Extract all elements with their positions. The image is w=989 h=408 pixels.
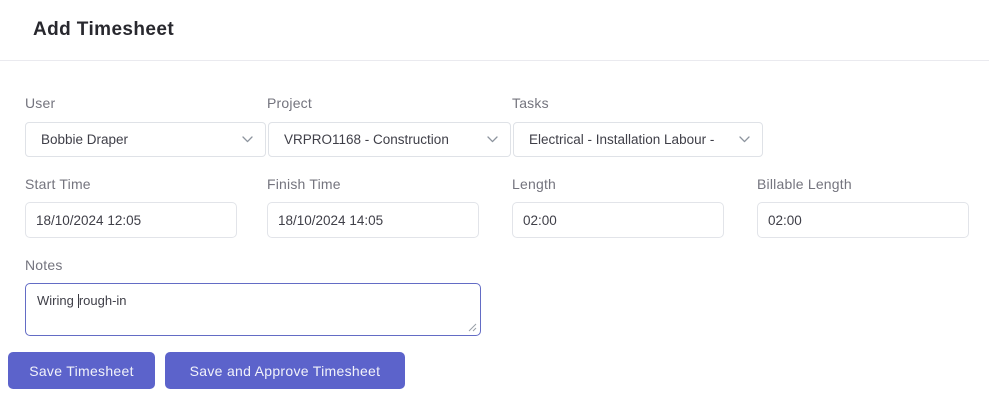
tasks-select-value: Electrical - Installation Labour - [529,132,715,147]
start-time-input[interactable] [25,202,237,238]
user-select[interactable]: Bobbie Draper [25,122,266,157]
billable-length-label: Billable Length [757,176,852,192]
user-select-value: Bobbie Draper [41,132,129,147]
save-timesheet-button[interactable]: Save Timesheet [8,352,155,389]
notes-text-before-caret: Wiring [37,293,74,308]
save-and-approve-timesheet-button[interactable]: Save and Approve Timesheet [165,352,405,389]
length-label: Length [512,176,557,192]
project-label: Project [267,95,312,111]
finish-time-label: Finish Time [267,176,341,192]
tasks-select[interactable]: Electrical - Installation Labour - [513,122,763,157]
header-divider [0,60,989,61]
resize-handle-icon[interactable] [468,323,477,332]
finish-time-input[interactable] [267,202,479,238]
user-label: User [25,95,56,111]
chevron-down-icon [242,136,253,143]
text-caret [77,294,79,308]
project-select[interactable]: VRPRO1168 - Construction [268,122,511,157]
notes-textarea[interactable]: Wiring rough-in [25,283,481,336]
chevron-down-icon [739,136,750,143]
start-time-label: Start Time [25,176,91,192]
notes-text-after-caret: rough-in [78,293,127,308]
notes-label: Notes [25,257,63,273]
page-title: Add Timesheet [33,19,175,40]
project-select-value: VRPRO1168 - Construction [284,132,449,147]
billable-length-input[interactable] [757,202,969,238]
length-input[interactable] [512,202,724,238]
chevron-down-icon [487,136,498,143]
tasks-label: Tasks [512,95,549,111]
